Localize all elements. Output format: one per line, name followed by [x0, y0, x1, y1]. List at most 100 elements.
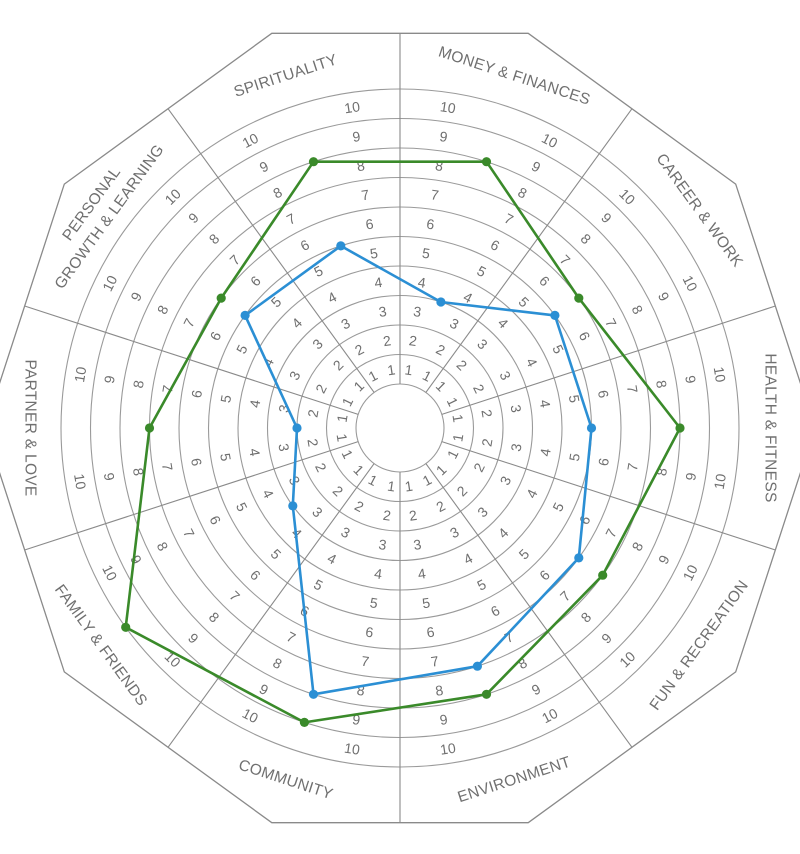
ring-tick-label: 10	[539, 130, 560, 151]
ring-tick-label: 9	[682, 374, 699, 385]
ring-tick-label: 4	[537, 399, 554, 410]
ring-tick-label: 7	[624, 384, 641, 395]
series-2-point	[336, 241, 346, 251]
ring-tick-label: 8	[434, 157, 444, 174]
series-1-point	[216, 293, 226, 303]
series-2-point	[586, 423, 597, 433]
ring-tick-label: 2	[304, 408, 321, 419]
ring-tick-label: 2	[478, 408, 495, 419]
ring-tick-label: 9	[351, 128, 361, 145]
series-1-point	[598, 570, 608, 580]
series-2-point	[550, 310, 560, 320]
ring-tick-label: 7	[159, 384, 176, 395]
series-1-point	[481, 157, 492, 167]
category-label-group: PARTNER & LOVE	[22, 359, 39, 496]
ring-tick-label: 1	[386, 478, 396, 495]
ring-tick-label: 10	[99, 273, 120, 294]
ring-tick-label: 3	[275, 442, 292, 453]
ring-tick-label: 8	[653, 379, 670, 390]
ring-tick-label: 6	[188, 389, 205, 400]
ring-tick-label: 10	[711, 365, 729, 383]
ring-tick-label: 3	[508, 442, 525, 453]
ring-tick-label: 9	[101, 471, 118, 482]
spoke-line	[425, 463, 633, 748]
ring-tick-label: 10	[680, 273, 701, 294]
ring-tick-label: 6	[364, 624, 374, 641]
ring-tick-label: 5	[217, 452, 234, 463]
category-label: PARTNER & LOVE	[22, 359, 39, 496]
spoke-line	[425, 108, 633, 393]
ring-tick-label: 5	[421, 594, 431, 611]
ring-tick-label: 10	[343, 98, 361, 116]
series-1-point	[121, 622, 131, 632]
ring-tick-label: 9	[682, 471, 699, 482]
outer-frame	[0, 32, 800, 824]
ring-tick-label: 2	[304, 437, 321, 448]
ring-tick-label: 3	[378, 536, 388, 553]
ring-tick-label: 2	[478, 437, 495, 448]
ring-tick-label: 10	[539, 705, 560, 726]
ring-tick-label: 4	[537, 447, 554, 458]
ring-tick-label: 1	[334, 433, 351, 444]
ring-tick-label: 10	[71, 472, 89, 490]
ring-tick-label: 10	[71, 365, 89, 383]
ring-tick-label: 7	[360, 186, 370, 203]
ring-tick-label: 10	[240, 705, 261, 726]
spoke-line	[167, 463, 375, 748]
ring-tick-label: 6	[425, 623, 435, 640]
ring-tick-label: 9	[101, 374, 118, 385]
series-1-point	[574, 293, 584, 303]
category-label: HEALTH & FITNESS	[762, 353, 779, 502]
ring-tick-label: 4	[246, 447, 263, 458]
ring-tick-label: 2	[382, 332, 392, 349]
ring-tick-label: 3	[275, 403, 292, 414]
ring-tick-label: 3	[412, 303, 422, 320]
series-2-point	[472, 661, 482, 671]
ring-tick-label: 10	[240, 130, 261, 151]
ring-tick-label: 5	[217, 393, 234, 404]
ring-tick-label: 8	[434, 682, 444, 699]
ring-tick-label: 5	[369, 594, 379, 611]
ring-tick-label: 1	[334, 413, 351, 424]
ring-tick-label: 8	[356, 682, 366, 699]
ring-tick-label: 1	[449, 432, 466, 443]
ring-tick-label: 6	[364, 215, 374, 232]
spoke-line	[441, 441, 776, 551]
series-2-point	[574, 553, 584, 563]
ring-tick-label: 4	[246, 398, 263, 409]
ring-tick-label: 4	[373, 274, 383, 291]
ring-tick-label: 1	[449, 413, 466, 424]
ring-tick-label: 7	[360, 653, 370, 670]
ring-tick-label: 6	[188, 457, 205, 468]
ring-tick-label: 4	[417, 274, 427, 291]
ring-tick-label: 2	[408, 332, 418, 349]
series-2-point	[288, 501, 298, 511]
ring-tick-label: 10	[343, 740, 361, 758]
series-2-point	[308, 689, 319, 699]
ring-tick-label: 10	[439, 740, 457, 758]
series-1-point	[481, 689, 492, 699]
ring-tick-label: 5	[566, 452, 583, 463]
category-label-group: HEALTH & FITNESS	[762, 353, 779, 502]
series-2-point	[292, 423, 302, 433]
ring-tick-label: 8	[653, 466, 670, 477]
ring-tick-label: 9	[351, 711, 361, 728]
ring-tick-label: 7	[159, 462, 176, 473]
ring-tick-label: 6	[595, 457, 612, 468]
ring-tick-label: 7	[430, 186, 440, 203]
series-2-point	[240, 310, 250, 320]
series-1-point	[308, 157, 319, 167]
spoke-line	[441, 305, 776, 415]
series-1-point	[299, 717, 309, 728]
series-1-point	[144, 423, 155, 433]
ring-tick-label: 7	[624, 462, 641, 473]
ring-tick-label: 10	[711, 472, 729, 490]
ring-tick-label: 10	[439, 98, 457, 116]
ring-tick-label: 9	[439, 128, 449, 145]
series-2-point	[436, 297, 446, 307]
ring-tick-label: 6	[595, 389, 612, 400]
series-1-point	[675, 423, 685, 433]
ring-tick-label: 2	[382, 507, 392, 524]
ring-tick-label: 10	[99, 562, 120, 583]
